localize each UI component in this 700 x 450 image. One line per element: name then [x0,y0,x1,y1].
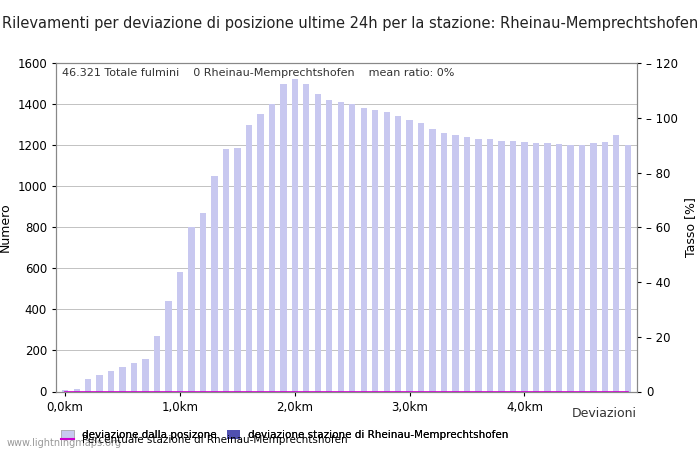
Bar [452,135,458,392]
Bar [188,227,195,392]
Bar [269,104,275,392]
Bar [62,391,69,392]
Bar [303,84,309,391]
Bar [257,114,263,392]
Bar [395,117,401,392]
Bar [314,94,321,392]
Bar [337,102,344,392]
Bar [234,148,241,392]
Bar [360,108,367,392]
Bar [108,371,114,392]
Bar [372,110,379,392]
Bar [326,100,332,392]
Bar [533,143,539,392]
Y-axis label: Tasso [%]: Tasso [%] [684,197,696,257]
Text: 46.321 Totale fulmini    0 Rheinau-Memprechtshofen    mean ratio: 0%: 46.321 Totale fulmini 0 Rheinau-Memprech… [62,68,454,78]
Bar [120,367,126,392]
Bar [349,104,356,392]
Bar [430,129,436,392]
Bar [97,375,103,392]
Bar [292,79,298,391]
Bar [522,142,528,392]
Legend: deviazione dalla posizone, deviazione stazione di Rheinau-Memprechtshofen: deviazione dalla posizone, deviazione st… [61,430,508,440]
Y-axis label: Numero: Numero [0,202,12,252]
Bar [223,149,229,392]
Bar [567,145,573,392]
Bar [602,142,608,392]
Bar [441,133,447,392]
Bar [211,176,218,392]
Bar [475,139,482,392]
Bar [280,84,286,391]
Bar [177,272,183,392]
Bar [154,336,160,392]
Bar [199,213,206,392]
Text: Deviazioni: Deviazioni [572,407,637,420]
Bar [246,125,252,392]
Bar [590,143,596,392]
Bar [545,143,551,392]
Legend: Percentuale stazione di Rheinau-Memprechtshofen: Percentuale stazione di Rheinau-Memprech… [61,435,348,445]
Bar [85,379,91,392]
Bar [418,122,424,392]
Bar [613,135,620,392]
Bar [464,137,470,392]
Bar [142,359,148,392]
Bar [579,145,585,392]
Text: Rilevamenti per deviazione di posizione ultime 24h per la stazione: Rheinau-Memp: Rilevamenti per deviazione di posizione … [2,16,698,31]
Bar [487,139,494,392]
Text: www.lightningmaps.org: www.lightningmaps.org [7,438,122,448]
Bar [131,363,137,392]
Bar [624,145,631,392]
Bar [556,144,562,392]
Bar [407,121,413,392]
Bar [384,112,390,392]
Bar [165,301,172,392]
Bar [74,389,80,392]
Bar [510,141,516,392]
Bar [498,141,505,392]
